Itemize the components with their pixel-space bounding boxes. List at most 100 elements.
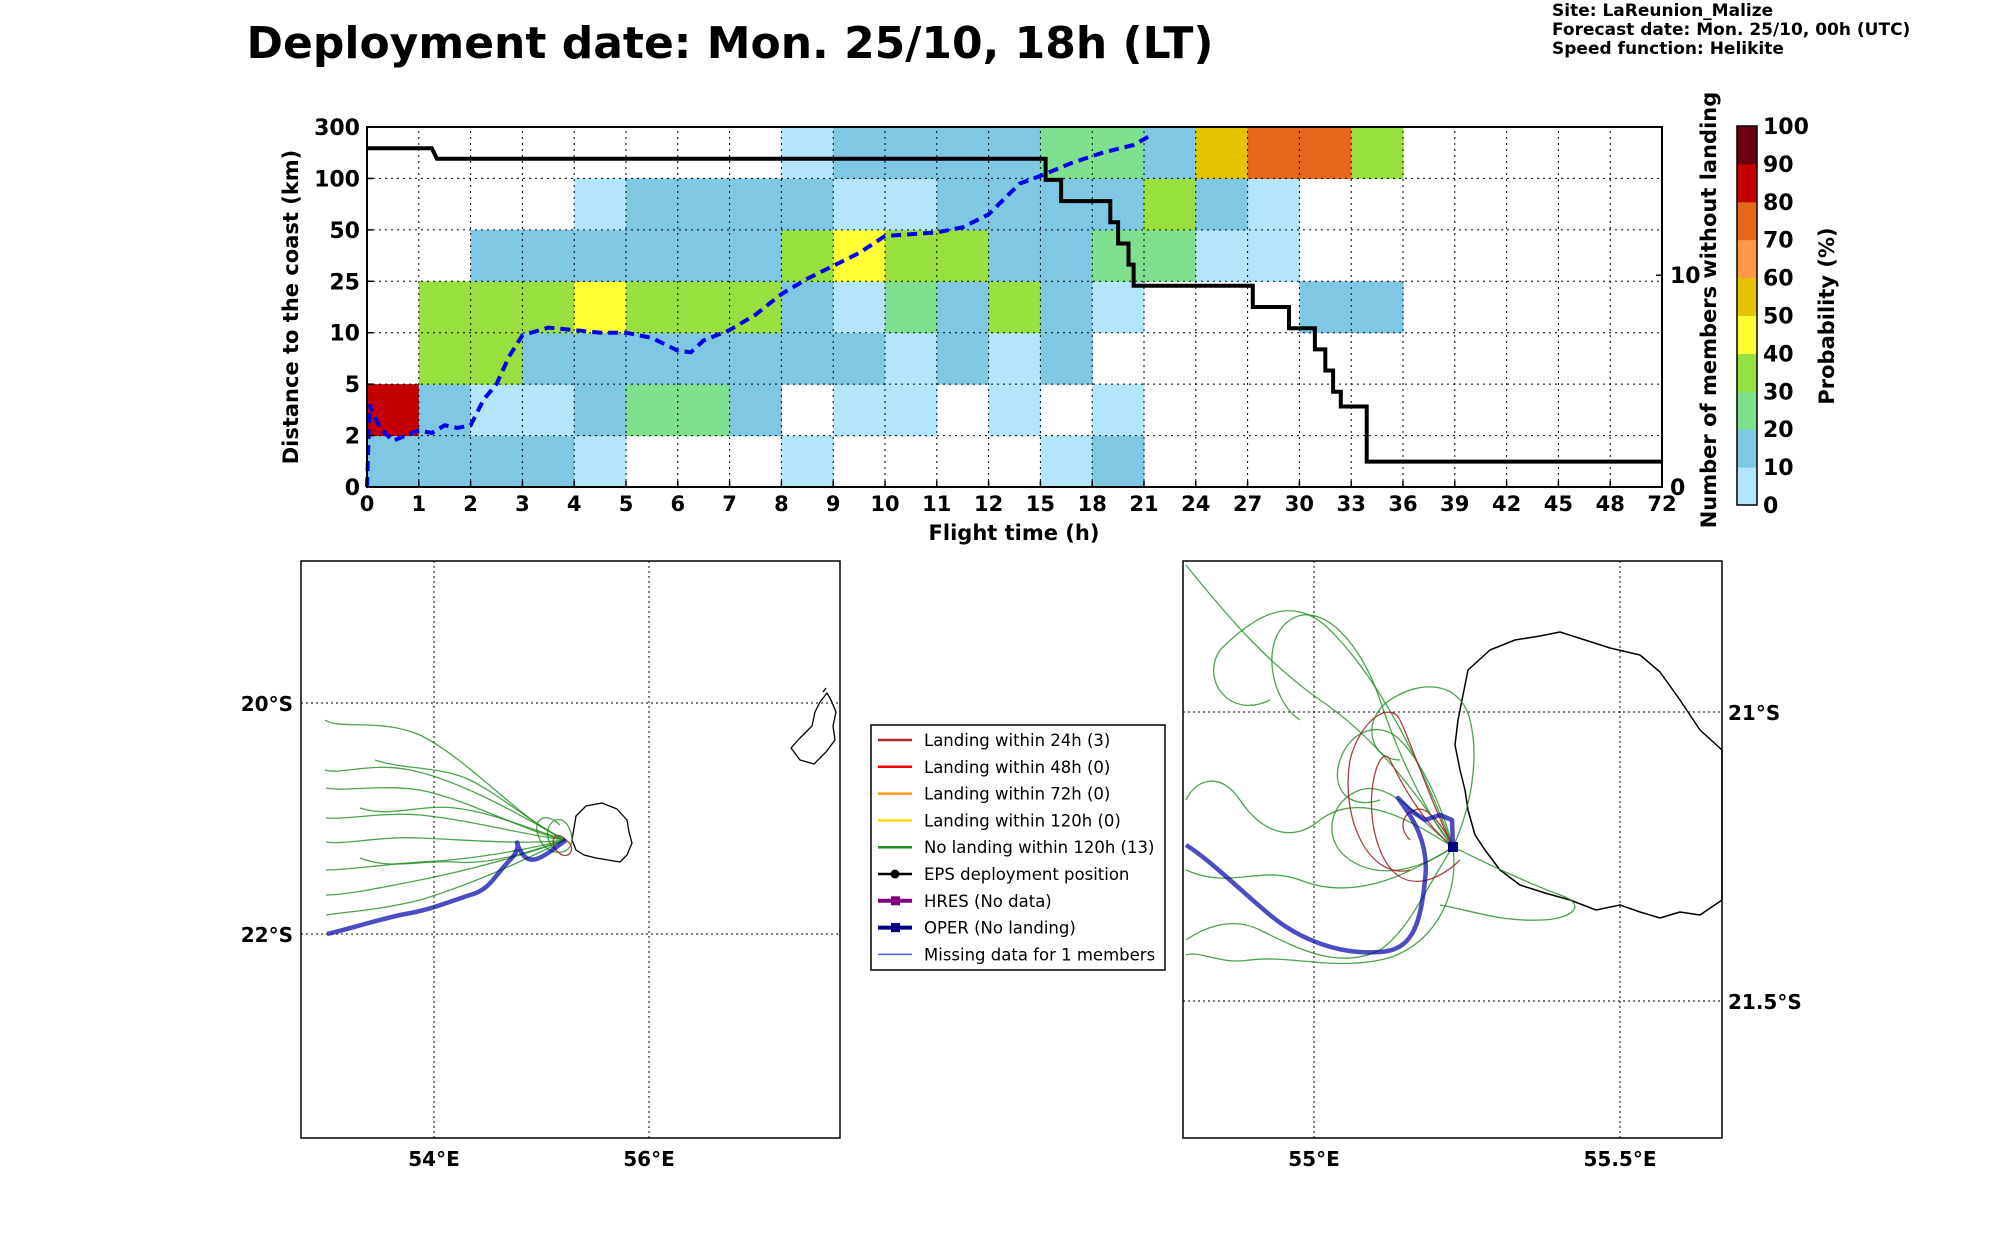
x-tick-label: 7 [722,492,737,516]
x-tick-label: 9 [826,492,841,516]
heatmap-cell [936,178,990,231]
landing-trajectory [1347,711,1454,872]
heatmap-cell [936,281,990,334]
heatmap-cell [367,384,420,437]
colorbar-segment [1737,163,1757,203]
heatmap-cell [988,332,1041,385]
heatmap-cell [1040,281,1093,334]
map-lat-label: 21.5°S [1728,990,1802,1014]
heatmap-cell [885,384,938,437]
ensemble-trajectory [374,759,566,841]
colorbar-segment [1737,429,1757,468]
colorbar-label: Probability (%) [1815,227,1839,404]
heatmap-cell [729,178,782,231]
colorbar-tick-label: 0 [1763,494,1778,519]
heatmap-cells [367,127,1404,488]
heatmap-cell [418,332,472,385]
x-tick-label: 5 [619,492,634,516]
heatmap-cell [781,229,834,282]
legend-label: No landing within 120h (13) [924,838,1154,857]
heatmap-cell [418,281,472,334]
ensemble-trajectory [325,813,566,841]
island-coastline [571,802,633,863]
colorbar-segment [1737,315,1757,354]
legend: Landing within 24h (3) Landing within 48h… [870,724,1166,971]
x-tick-label: 0 [360,492,375,516]
ensemble-trajectory [359,806,566,841]
island-coastline [1454,631,1723,919]
heatmap-cell [1144,127,1197,179]
oper-trajectory [1184,795,1456,955]
ensemble-trajectory [325,787,566,841]
legend-label: HRES (No data) [924,892,1052,911]
ensemble-trajectory [1213,610,1454,848]
ensemble-trajectory [1271,614,1454,848]
heatmap-cell [522,229,575,282]
members-step-line [367,146,1662,464]
colorbar-segment [1737,239,1757,279]
heatmap-cell [1299,127,1352,179]
x-axis-label: Flight time (h) [929,521,1100,545]
x-tick-label: 1 [411,492,426,516]
heatmap-cell [574,178,627,231]
heatmap-cell [833,127,886,179]
map-lon-label: 56°E [623,1147,675,1171]
forecast-date-label: Forecast date: Mon. 25/10, 00h (UTC) [1552,20,1911,40]
heatmap-cell [988,127,1041,179]
legend-label: Landing within 120h (0) [924,811,1121,830]
heatmap-cell [885,332,938,385]
heatmap-axes: 0 1 2 3 4 5 6 7 8 9 10 11 12 15 18 21 24 27 30 33 36 39 42 45 48… [314,116,1701,516]
heatmap-cell [833,281,886,334]
y-tick-label: 25 [329,270,360,295]
heatmap-cell [677,281,731,334]
heatmap-cell [729,229,782,282]
ensemble-trajectory [536,817,573,853]
heatmap-cell [833,229,886,282]
heatmap-cell [677,384,731,437]
x-tick-label: 42 [1492,492,1521,516]
x-tick-label: 30 [1285,492,1314,516]
heatmap-cell [833,332,886,385]
colorbar-tick-label: 40 [1763,342,1794,367]
legend-label: Missing data for 1 members [924,945,1155,964]
legend-label: EPS deployment position [924,865,1129,884]
legend-marker [890,869,900,879]
heatmap-cell [781,178,834,231]
heatmap-frame [366,126,1663,488]
island-coastline [790,692,837,765]
heatmap-cell [1092,281,1145,334]
heatmap-cell [1351,281,1404,334]
x-tick-label: 3 [515,492,530,516]
landing-trajectory [1370,755,1461,882]
heatmap-cell [1247,178,1300,231]
heatmap-cell [1144,178,1197,231]
heatmap-cell [677,178,731,231]
heatmap-cell [833,384,886,437]
speed-function-label: Speed function: Helikite [1552,39,1784,59]
x-tick-label: 36 [1388,492,1417,516]
island-coastline [822,687,827,693]
ensemble-trajectory [325,837,566,844]
heatmap-cell [1040,178,1093,231]
heatmap-cell [729,384,782,437]
legend-label: Landing within 24h (3) [924,731,1110,750]
heatmap-cell [1092,384,1145,437]
y-tick-label: 10 [329,322,360,347]
heatmap-cell [936,229,990,282]
colorbar-segment [1737,467,1757,506]
x-tick-label: 33 [1337,492,1366,516]
ensemble-trajectory [1371,686,1475,848]
colorbar: 0 10 20 30 40 50 60 70 80 90 100 [1736,115,1809,519]
y-tick-label: 100 [314,167,360,192]
heatmap-cell [781,435,834,488]
heatmap-cell [936,332,990,385]
heatmap-cell [1195,178,1249,231]
heatmap-cell [626,281,679,334]
colorbar-tick-label: 60 [1763,267,1794,292]
x-tick-label: 72 [1647,492,1676,516]
heatmap-cell [522,281,575,334]
heatmap-cell [1351,127,1404,179]
heatmap-cell [522,435,575,488]
landing-trajectory [1402,808,1454,848]
